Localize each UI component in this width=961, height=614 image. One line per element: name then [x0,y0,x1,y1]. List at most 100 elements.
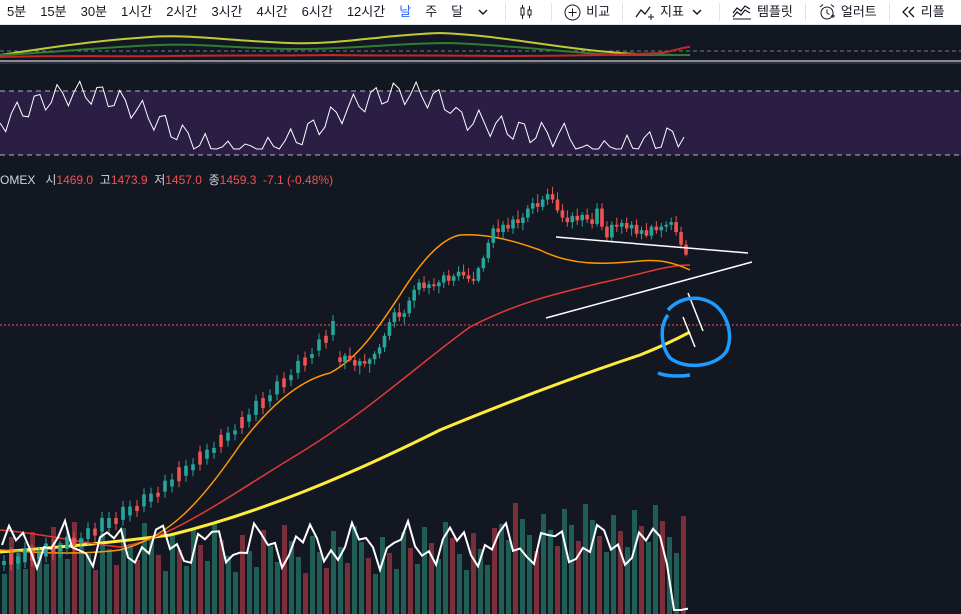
volume-bar [618,531,623,614]
timeframe-날[interactable]: 날 [399,4,412,19]
price-chart[interactable] [0,25,961,614]
timeframe-4시간[interactable]: 4시간 [256,4,288,19]
candle [392,307,397,328]
volume-bar [289,541,294,614]
trendline[interactable] [545,261,753,319]
timeframe-15분[interactable]: 15분 [40,4,67,19]
candle [570,212,575,229]
volume-bar [520,519,525,614]
volume-bar [317,552,322,614]
volume-bar [576,541,581,614]
candle [634,219,639,238]
candle [100,511,104,538]
volume-bar [303,573,308,614]
volume-bar [632,510,637,614]
timeframe-30분[interactable]: 30분 [80,4,108,19]
candle [442,271,446,288]
candle [51,539,55,561]
timeframe-12시간[interactable]: 12시간 [346,4,386,19]
candle [226,426,230,447]
candle [362,353,367,368]
indicators-button[interactable]: 지표 [627,0,715,24]
indicator-icon [635,6,655,20]
timeframe-2시간[interactable]: 2시간 [166,4,198,19]
candle [348,347,352,362]
candle [324,329,328,349]
close-value: 1459.3 [219,173,257,187]
candle [530,197,535,214]
templates-button[interactable]: 템플릿 [724,0,801,24]
toolbar-divider [505,3,507,21]
candle [506,217,510,233]
candle [511,215,515,234]
volume-bar [590,520,595,614]
candle [303,351,307,372]
volume-bar [674,553,679,614]
candle [268,389,272,408]
candle [247,408,251,428]
annotation-circle[interactable] [657,296,732,378]
candle [353,354,357,371]
chart-toolbar: 5분 15분 30분 1시간 2시간 3시간 4시간 6시간 12시간 날 주 달 비교 지표 템플릿… [0,0,961,25]
candle [357,358,362,375]
volume-bar [79,538,84,614]
candle [461,264,466,279]
volume-bar [625,547,630,614]
candle [240,410,244,434]
symbol-label[interactable]: OMEX [0,173,36,187]
trendline[interactable] [555,236,749,254]
candle [156,486,160,503]
chevron-down-icon [692,9,702,15]
alert-button[interactable]: 얼러트 [810,0,885,24]
timeframe-1시간[interactable]: 1시간 [121,4,153,19]
rewind-icon [901,6,915,18]
indicators-label: 지표 [660,4,684,19]
candle [545,188,550,205]
volume-bar [149,539,154,614]
candle [491,224,496,249]
replay-button[interactable]: 리플 [894,0,953,24]
candle [142,488,146,513]
volume-bar [100,533,105,614]
volume-bar [121,528,126,614]
more-timeframes-button[interactable] [470,8,501,16]
candle [219,428,223,453]
candle [639,226,644,240]
candle [451,273,456,287]
candle [310,348,314,365]
candle [282,372,286,394]
chart-type-button[interactable] [510,4,547,20]
toolbar-divider [718,3,720,21]
rsi-pane [0,80,961,156]
volume-bar [191,529,196,614]
triangle-pattern [545,236,753,378]
compare-button[interactable]: 비교 [556,0,618,24]
candle [261,392,265,415]
trendline[interactable] [682,316,696,348]
timeframe-5분[interactable]: 5분 [7,4,27,19]
volume-bar [72,522,77,614]
timeframe-달[interactable]: 달 [451,4,464,19]
candle [275,375,279,401]
volume-bar [366,558,371,614]
candle [331,315,335,341]
candle [580,212,584,227]
candle [128,500,132,522]
candle [121,500,125,526]
volume-bar [331,531,336,614]
timeframe-주[interactable]: 주 [425,4,438,19]
candle [422,276,426,292]
timeframe-6시간[interactable]: 6시간 [301,4,333,19]
volume-bar [401,532,406,614]
volume-bar [58,543,63,614]
ma-mid-line [0,264,691,548]
low-value: 1457.0 [165,173,202,187]
volume-bar [240,535,245,614]
volume-bar [261,530,266,614]
volume-bar [562,509,567,614]
candle [402,309,407,325]
volume-bar [30,532,35,614]
ma-short-line [0,233,691,554]
timeframe-3시간[interactable]: 3시간 [211,4,243,19]
candle [212,441,216,459]
